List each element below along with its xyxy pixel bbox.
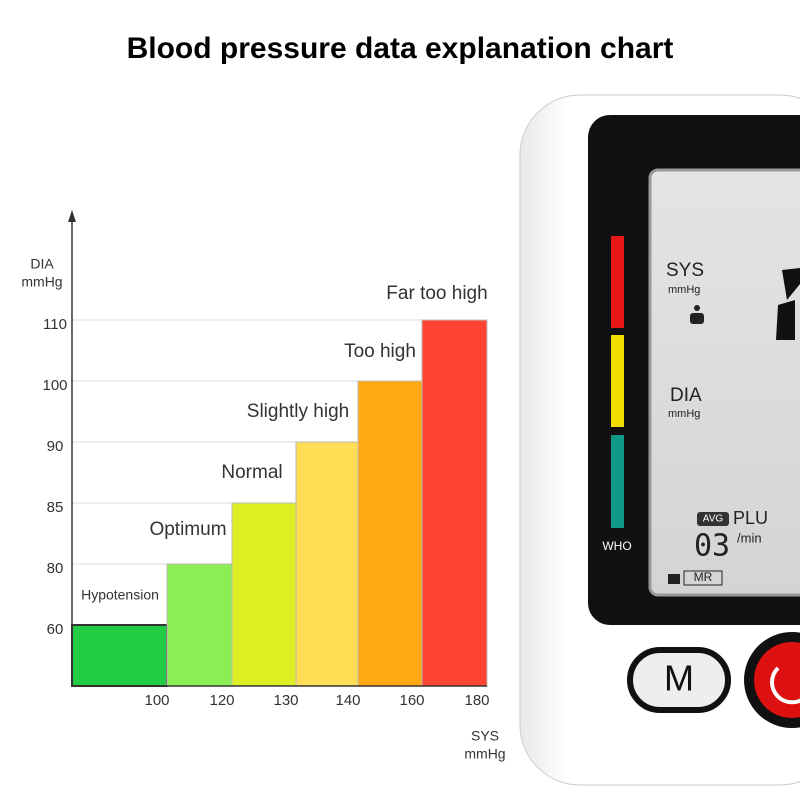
bar-label: Slightly high [247,401,349,422]
m-button[interactable]: M [664,658,694,699]
dia-unit: mmHg [668,408,700,420]
plu-label: PLU [733,508,768,528]
bar [295,441,359,687]
y-tick-label: 60 [47,621,64,638]
bar-label: Far too high [386,283,487,304]
y-axis-arrow [68,210,76,222]
chart-title: Blood pressure data explanation chart [127,32,674,65]
bar-label: Hypotension [81,587,159,603]
x-tick-label: 120 [209,692,234,709]
sys-label: SYS [666,260,704,281]
x-axis-title: SYS [471,728,499,744]
y-tick-label: 90 [47,438,64,455]
bar-label: Too high [344,341,416,362]
device: WHO SYS mmHg DIA mmHg AVG PLU 03 /min MR… [519,94,800,786]
bar [421,319,488,687]
x-tick-label: 130 [273,692,298,709]
y-axis-title: DIA [30,256,54,272]
chart: 60 80 85 90 100 110 Hypotension Optimum Normal Sl… [21,210,506,762]
mr-label: MR [694,570,713,584]
per-min: /min [737,530,762,545]
bar [357,380,423,687]
bar [231,502,297,687]
bar-label: Normal [221,462,282,483]
y-axis-title: mmHg [21,274,62,290]
pulse-count: 03 [694,529,730,564]
x-tick-label: 140 [335,692,360,709]
who-label: WHO [602,539,631,553]
x-tick-label: 180 [464,692,489,709]
x-axis-title: mmHg [464,746,505,762]
y-tick-label: 100 [42,377,67,394]
bar [71,624,168,687]
avg-label: AVG [703,514,724,525]
sys-unit: mmHg [668,284,700,296]
bar-label: Optimum [149,519,226,540]
x-tick-label: 100 [144,692,169,709]
y-tick-label: 85 [47,499,64,516]
y-tick-label: 80 [47,560,64,577]
y-tick-label: 110 [43,316,67,333]
dia-label: DIA [670,385,702,406]
x-tick-label: 160 [399,692,424,709]
bar [166,563,233,687]
